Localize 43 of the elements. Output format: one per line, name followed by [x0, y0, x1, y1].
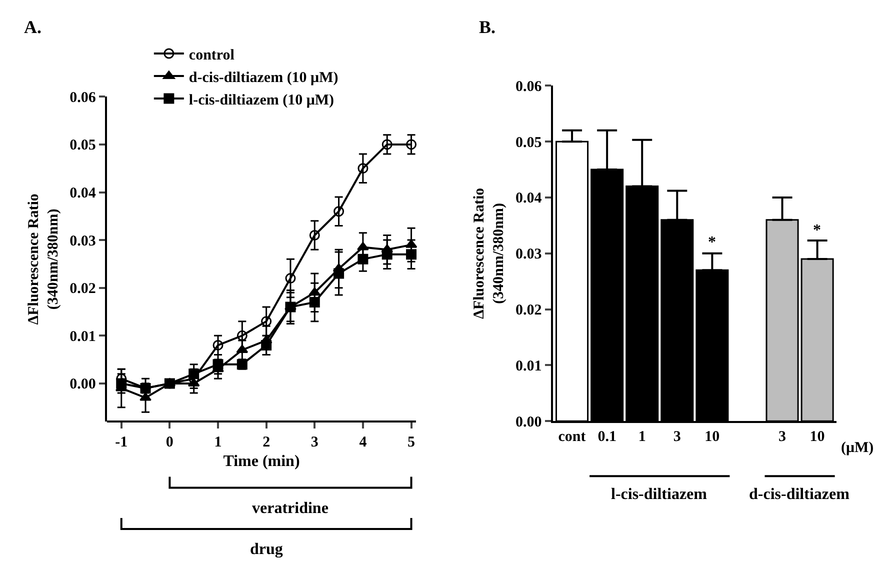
text: (μM) — [841, 440, 874, 456]
x-tick-label: 1 — [638, 429, 646, 446]
x-tick-label: 1 — [214, 434, 222, 451]
x-tick-label: -1 — [115, 434, 128, 451]
text: d-cis-diltiazem — [749, 486, 850, 503]
y-axis-title: ΔFluorescence Ratio (340nm/380nm) — [26, 194, 62, 325]
y-tick-label: 0.02 — [70, 281, 96, 298]
y-tick-label: 0.01 — [70, 328, 96, 345]
chart-title: A. — [24, 17, 42, 37]
x-tick-label: 0.1 — [598, 429, 616, 446]
chart-title: B. — [479, 17, 496, 37]
legend-label: control — [188, 47, 234, 64]
y-tick-label: 0.03 — [516, 246, 542, 263]
x-tick-label: 0 — [166, 434, 174, 451]
text: drug — [250, 541, 283, 558]
text: veratridine — [252, 500, 328, 517]
y-tick-label: 0.05 — [70, 138, 96, 154]
y-tick-label: 0.02 — [516, 302, 542, 319]
y-tick-label: 0.04 — [70, 186, 96, 202]
x-tick-label: 3 — [310, 434, 318, 451]
legend-label: l-cis-diltiazem (10 μM) — [188, 92, 334, 108]
x-axis-title: Time (min) — [223, 452, 300, 470]
x-tick-label: 4 — [359, 434, 368, 451]
data-label: * — [708, 234, 716, 251]
x-tick-label: 3 — [778, 429, 786, 446]
y-tick-label: 0.00 — [516, 414, 542, 430]
y-tick-label: 0.06 — [516, 78, 542, 95]
y-tick-label: 0.04 — [516, 190, 542, 207]
y-tick-label: 0.06 — [70, 90, 96, 106]
x-tick-label: 10 — [810, 429, 825, 446]
x-tick-label: 3 — [673, 429, 681, 446]
data-label: * — [813, 222, 821, 239]
x-tick-label: cont — [558, 429, 586, 446]
y-tick-label: 0.01 — [516, 358, 542, 374]
text: l-cis-diltiazem — [611, 486, 708, 503]
x-tick-label: 10 — [704, 429, 720, 446]
y-axis-title: ΔFluorescence Ratio (340nm/380nm) — [472, 188, 508, 319]
y-tick-label: 0.03 — [70, 233, 96, 250]
y-tick-label: 0.00 — [70, 376, 96, 393]
y-tick-label: 0.05 — [516, 134, 542, 151]
x-tick-label: 5 — [408, 434, 416, 451]
legend-label: d-cis-diltiazem (10 μM) — [188, 70, 338, 86]
x-tick-label: 2 — [262, 434, 270, 451]
